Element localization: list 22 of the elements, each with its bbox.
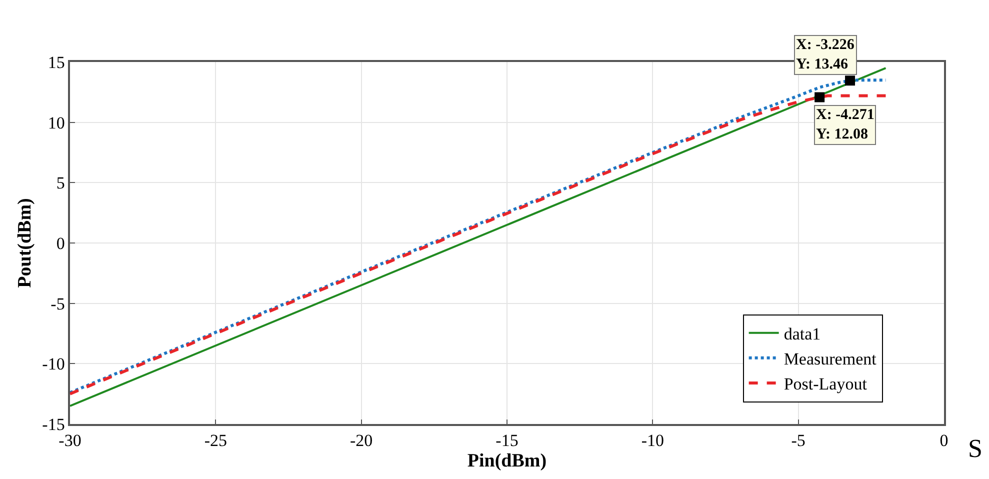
x-tick-label: -10 <box>641 431 664 450</box>
x-tick-label: -15 <box>496 431 518 450</box>
y-tick-label: 10 <box>48 113 65 132</box>
x-tick-label: -20 <box>350 431 373 450</box>
legend-label: Measurement <box>784 350 877 369</box>
x-tick-label: -30 <box>58 431 82 450</box>
y-tick-label: 5 <box>56 174 65 193</box>
y-tick-label: 0 <box>56 234 65 253</box>
x-tick-label: -25 <box>204 431 228 450</box>
legend-label: Post-Layout <box>784 374 868 394</box>
x-tick-label: 0 <box>940 431 948 450</box>
x-tick-label: -5 <box>791 431 806 450</box>
y-axis-title: Pout(dBm) <box>14 198 36 288</box>
annotation: X: -4.271 Y: 12.08 <box>816 107 874 142</box>
text: S <box>968 434 982 463</box>
y-tick-label: 15 <box>48 52 65 72</box>
annotation: X: -3.226 Y: 13.46 <box>796 37 855 72</box>
y-tick-label: -10 <box>42 354 65 374</box>
y-tick-label: -5 <box>50 294 65 314</box>
legend-label: data1 <box>784 324 821 344</box>
y-tick-label: -15 <box>42 414 65 434</box>
x-axis-title: Pin(dBm) <box>467 450 547 472</box>
